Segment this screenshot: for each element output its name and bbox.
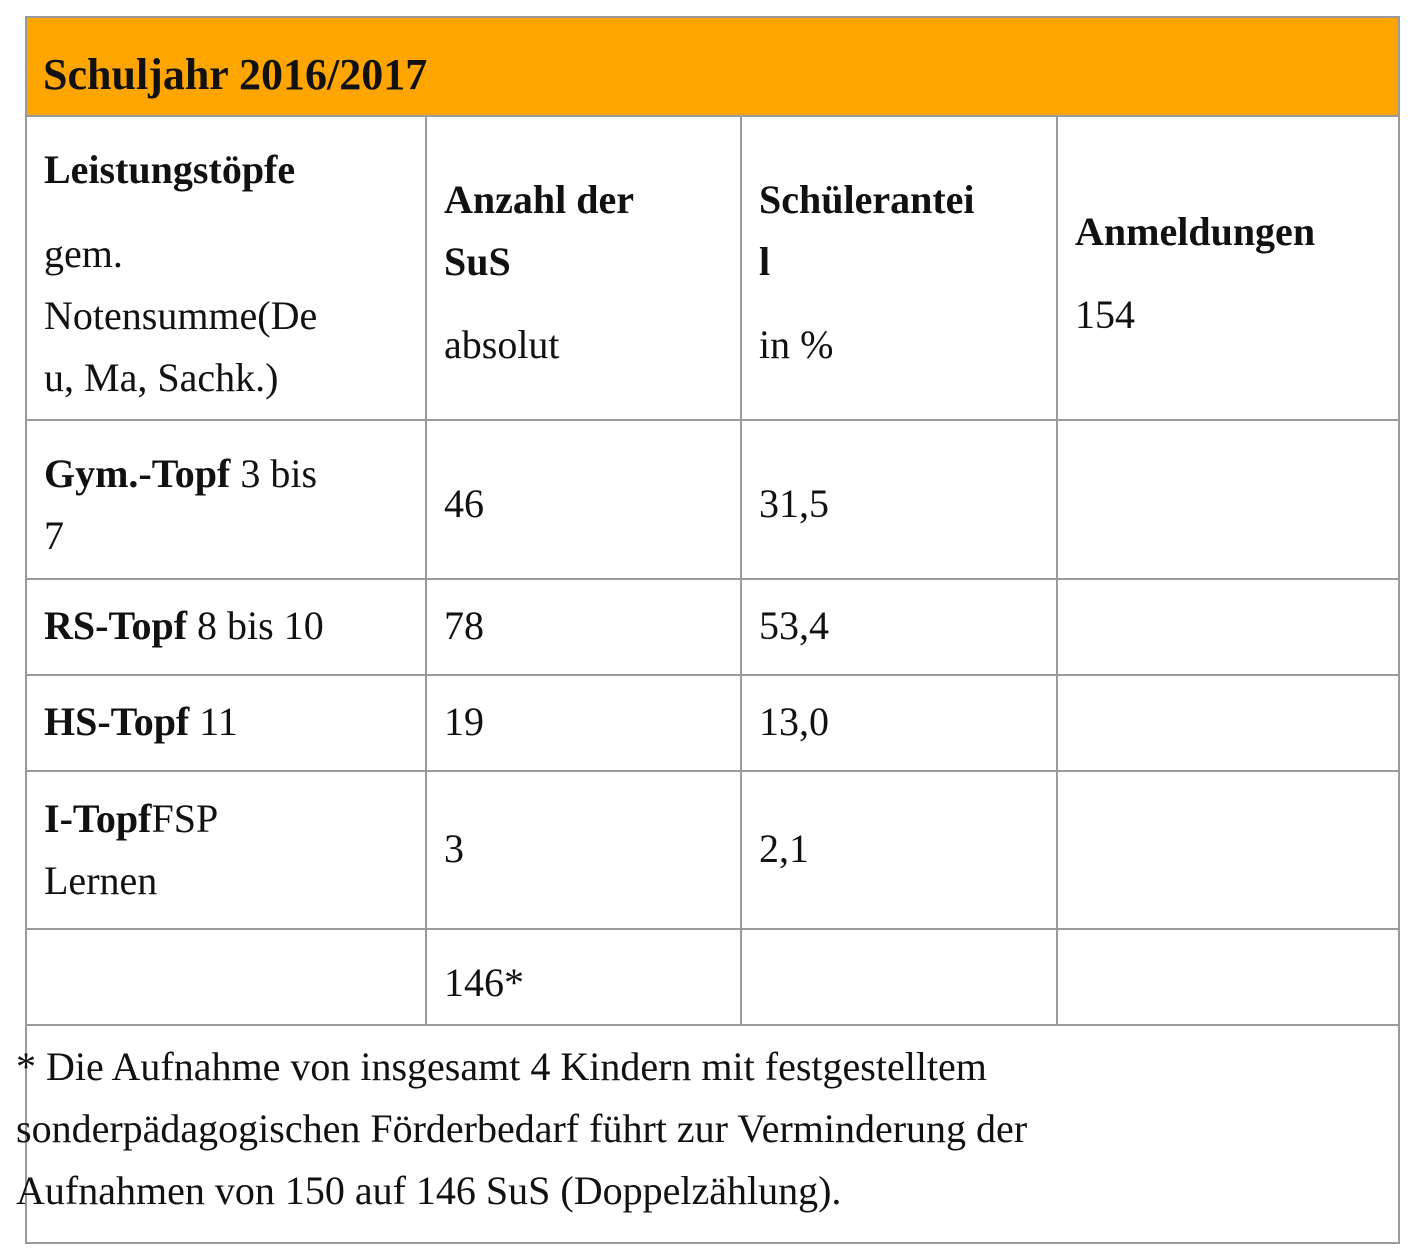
row-label-bold: RS-Topf [44, 603, 188, 648]
header-absolut: absolut [444, 322, 560, 367]
footnote-line2: sonderpädagogischen Förderbedarf führt z… [16, 1106, 1028, 1151]
table-title: Schuljahr 2016/2017 [43, 50, 428, 99]
header-anzahl-line2: SuS [444, 239, 511, 284]
row-percent-cell: 2,1 [742, 772, 1058, 928]
row-percent-cell: 13,0 [742, 676, 1058, 770]
row-label-bold: I-Topf [44, 796, 152, 841]
footnote: * Die Aufnahme von insgesamt 4 Kindern m… [16, 1036, 1336, 1222]
table-row: HS-Topf 11 19 13,0 [27, 676, 1398, 772]
header-in-prozent: in % [759, 322, 834, 367]
row-label: I-TopfFSP [44, 788, 218, 850]
row-label-cell: I-TopfFSP Lernen [27, 772, 427, 928]
row-empty-cell [1058, 676, 1398, 770]
header-notensumme: Notensumme(De [44, 293, 318, 338]
header-row: Leistungstöpfe gem. Notensumme(De u, Ma,… [27, 117, 1398, 421]
row-label-rest: 8 bis 10 [187, 603, 324, 648]
row-percent: 2,1 [759, 826, 809, 871]
total-empty-cell [1058, 930, 1398, 1024]
row-percent-cell: 31,5 [742, 421, 1058, 578]
row-label-bold: HS-Topf [44, 699, 190, 744]
row-percent: 31,5 [759, 481, 829, 526]
row-empty-cell [1058, 421, 1398, 578]
row-count: 46 [444, 481, 484, 526]
table-row: Gym.-Topf 3 bis 7 46 31,5 [27, 421, 1398, 580]
header-anzahl-line1: Anzahl der [444, 177, 634, 222]
total-count-cell: 146* [427, 930, 742, 1024]
row-label-bold: Gym.-Topf [44, 451, 231, 496]
row-count-cell: 78 [427, 580, 742, 674]
row-count: 19 [444, 699, 484, 744]
row-label: HS-Topf 11 [44, 691, 238, 753]
data-grid: Leistungstöpfe gem. Notensumme(De u, Ma,… [27, 117, 1398, 1026]
title-bar: Schuljahr 2016/2017 [27, 18, 1398, 117]
row-label-line2: Lernen [44, 858, 158, 903]
row-count-cell: 46 [427, 421, 742, 578]
header-gem: gem. [44, 231, 123, 276]
footnote-line1: * Die Aufnahme von insgesamt 4 Kindern m… [16, 1044, 987, 1089]
total-row: 146* [27, 930, 1398, 1026]
row-label: RS-Topf 8 bis 10 [44, 595, 324, 657]
header-schueleranteil-line2: l [759, 239, 771, 284]
total-empty-cell [742, 930, 1058, 1024]
row-label-rest: 3 bis [230, 451, 318, 496]
row-label: Gym.-Topf 3 bis [44, 443, 317, 505]
row-label-cell: HS-Topf 11 [27, 676, 427, 770]
header-cell-anmeldungen: Anmeldungen 154 [1058, 117, 1398, 419]
total-count: 146* [444, 960, 524, 1005]
total-empty-cell [27, 930, 427, 1024]
header-cell-leistungstoepfe: Leistungstöpfe gem. Notensumme(De u, Ma,… [27, 117, 427, 419]
header-faecher: u, Ma, Sachk.) [44, 355, 279, 400]
table-row: RS-Topf 8 bis 10 78 53,4 [27, 580, 1398, 676]
row-label-cell: Gym.-Topf 3 bis 7 [27, 421, 427, 578]
header-schueleranteil-line1: Schülerantei [759, 177, 975, 222]
row-percent: 13,0 [759, 699, 829, 744]
footnote-line3: Aufnahmen von 150 auf 146 SuS (Doppelzäh… [16, 1168, 842, 1213]
row-count: 78 [444, 603, 484, 648]
header-cell-anzahl: Anzahl der SuS absolut [427, 117, 742, 419]
row-count-cell: 19 [427, 676, 742, 770]
anmeldungen-value: 154 [1075, 292, 1135, 337]
row-count-cell: 3 [427, 772, 742, 928]
header-leistungstoepfe: Leistungstöpfe [44, 147, 296, 192]
row-label-rest: 11 [189, 699, 238, 744]
row-percent-cell: 53,4 [742, 580, 1058, 674]
row-empty-cell [1058, 580, 1398, 674]
row-percent: 53,4 [759, 603, 829, 648]
row-count: 3 [444, 826, 464, 871]
row-label-cell: RS-Topf 8 bis 10 [27, 580, 427, 674]
row-label-line2: 7 [44, 513, 64, 558]
row-label-rest: FSP [151, 796, 219, 841]
header-anmeldungen: Anmeldungen [1075, 209, 1316, 254]
table-frame: Schuljahr 2016/2017 Leistungstöpfe gem. … [25, 16, 1400, 1244]
row-empty-cell [1058, 772, 1398, 928]
table-row: I-TopfFSP Lernen 3 2,1 [27, 772, 1398, 930]
header-cell-schueleranteil: Schülerantei l in % [742, 117, 1058, 419]
